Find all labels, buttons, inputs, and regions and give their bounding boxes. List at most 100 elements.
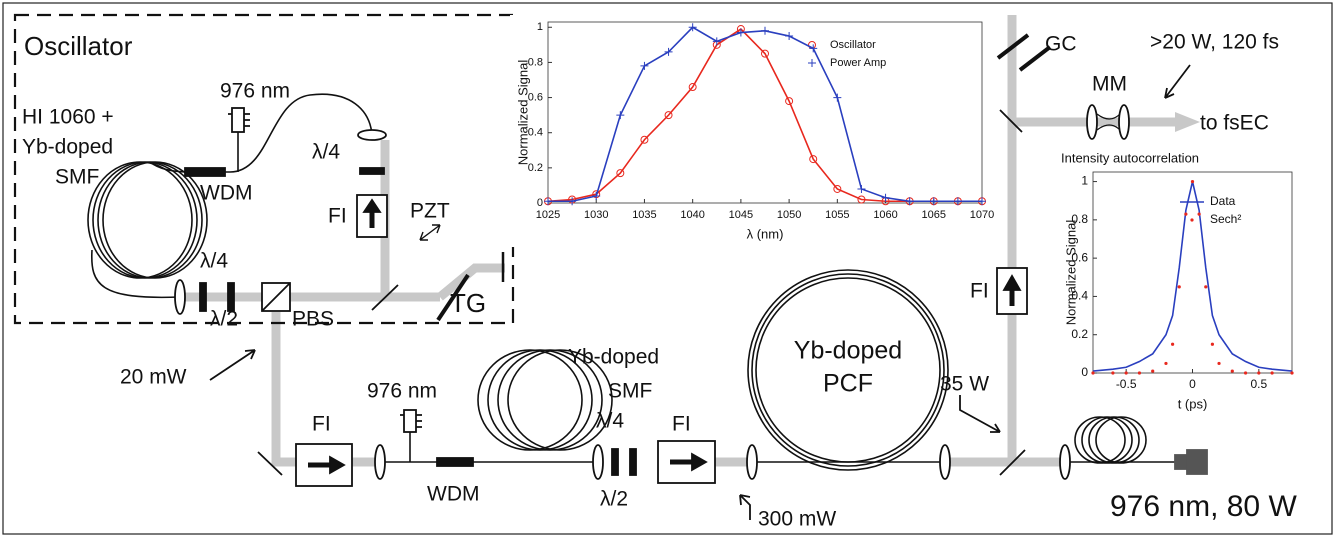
fiber: [87, 93, 1175, 471]
labels: Oscillator 976 nm HI 1060 + Yb-doped SMF…: [22, 31, 1297, 531]
optics-part: [371, 284, 399, 311]
marker: [1111, 371, 1115, 375]
optics-part: [996, 33, 1052, 72]
optics-part: [261, 282, 291, 312]
label: Yb-doped: [794, 337, 902, 365]
y-tick-label: 0.2: [528, 162, 543, 174]
x-axis-label: λ (nm): [747, 226, 784, 241]
optics-part: [436, 457, 474, 467]
fiber-part: [90, 249, 181, 299]
label: TG: [450, 288, 486, 318]
optics-part: [999, 449, 1026, 476]
marker: [881, 193, 890, 202]
y-tick-label: 0.6: [528, 91, 543, 103]
marker: [1197, 212, 1201, 216]
optics-part: [1118, 104, 1130, 140]
plot-area: [1092, 171, 1293, 374]
marker: [761, 49, 769, 58]
legend-entry: Data: [1210, 194, 1236, 208]
marker: [1184, 212, 1188, 216]
fiber-part: [477, 349, 583, 451]
optics: [174, 33, 1208, 520]
x-tick-label: 1070: [970, 209, 994, 221]
y-tick-label: 0.4: [1071, 289, 1088, 303]
label: FI: [672, 413, 691, 436]
label: 20 mW: [120, 366, 187, 389]
optics-part: [231, 107, 245, 133]
marker: [1164, 361, 1168, 366]
optics-part: [228, 113, 250, 127]
marker: [785, 32, 794, 41]
marker: [1243, 371, 1248, 375]
marker: [1257, 371, 1261, 375]
y-tick-label: 1: [1081, 174, 1088, 188]
label: SMF: [608, 380, 652, 403]
y-tick-label: 0: [537, 197, 543, 209]
label: λ/4: [312, 141, 340, 164]
marker: [953, 197, 962, 206]
y-axis-label: Normalized Signal: [1063, 220, 1078, 326]
marker: [712, 37, 721, 46]
marker: [1217, 361, 1221, 366]
x-tick-label: 0: [1189, 377, 1196, 391]
marker: [544, 197, 552, 206]
y-axis-label: Normalized Signal: [515, 60, 530, 166]
label: λ/2: [600, 488, 628, 511]
x-tick-label: 1060: [873, 209, 897, 221]
x-tick-label: 1065: [922, 209, 946, 221]
optics-part: [436, 273, 470, 322]
optics-part: [1086, 104, 1098, 140]
x-tick-label: 1050: [777, 209, 801, 221]
label: Yb-doped: [568, 346, 659, 369]
marker: [785, 97, 794, 106]
marker: [616, 111, 625, 120]
optics-part: [362, 198, 382, 213]
marker: [640, 61, 649, 70]
marker: [1137, 371, 1142, 375]
x-tick-label: 1040: [680, 209, 704, 221]
label: FI: [312, 413, 331, 436]
y-tick-label: 0.4: [528, 127, 543, 139]
optics-part: [1002, 274, 1022, 291]
fiber-part: [1081, 416, 1133, 464]
marker: [809, 155, 818, 164]
marker: [1124, 371, 1128, 375]
optics-part: [357, 129, 387, 141]
fiber-part: [102, 161, 208, 279]
marker: [1290, 371, 1294, 375]
marker: [688, 23, 697, 32]
label: WDM: [427, 483, 479, 506]
optics-part: [329, 455, 346, 475]
marker: [1091, 371, 1095, 375]
marker: [1190, 179, 1195, 184]
legend-entry: Power Amp: [830, 57, 886, 69]
label: >20 W, 120 fs: [1150, 31, 1279, 54]
marker: [978, 197, 986, 206]
optics-part: [400, 414, 422, 428]
label: PCF: [823, 370, 873, 398]
label: 976 nm: [367, 380, 437, 403]
optics-part: [419, 224, 441, 241]
chart-title: Intensity autocorrelation: [1061, 150, 1199, 165]
x-tick-label: 0.5: [1250, 377, 1267, 391]
optics-part: [999, 109, 1023, 133]
marker: [568, 197, 577, 206]
optics-part: [611, 448, 619, 476]
label: λ/2: [210, 308, 238, 331]
fiber-part: [747, 269, 949, 471]
label: SMF: [55, 166, 99, 189]
label: 35 W: [940, 373, 989, 396]
y-tick-label: 0.8: [528, 56, 543, 68]
marker: [833, 93, 842, 102]
legend-marker: [808, 59, 816, 67]
marker: [592, 191, 601, 200]
optics-part: [1059, 444, 1071, 480]
optics-part: [403, 409, 417, 433]
label: 976 nm: [220, 80, 290, 103]
label: to fsEC: [1200, 112, 1269, 135]
optics-part: [629, 448, 637, 476]
marker: [857, 195, 866, 204]
optics-part: [174, 279, 186, 315]
label: PBS: [292, 308, 334, 331]
